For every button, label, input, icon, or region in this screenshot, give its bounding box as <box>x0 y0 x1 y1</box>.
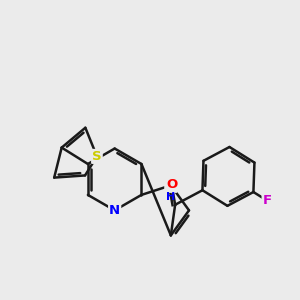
Text: N: N <box>165 179 176 192</box>
Text: S: S <box>92 150 102 163</box>
Text: N: N <box>109 204 120 217</box>
Text: F: F <box>262 194 272 207</box>
Text: H: H <box>166 191 176 202</box>
Text: O: O <box>166 178 177 191</box>
